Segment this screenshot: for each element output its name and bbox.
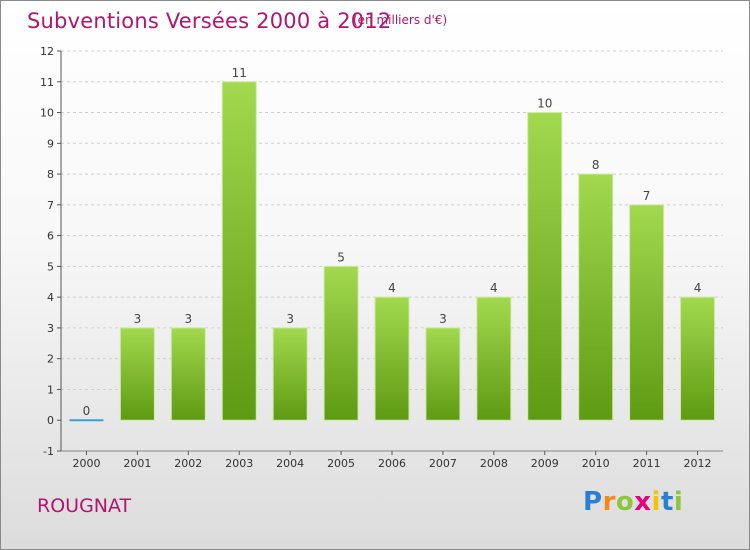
x-tick-label: 2003 [225,457,253,470]
bar [272,327,308,421]
y-tick-label: 4 [47,291,54,304]
chart-title: Subventions Versées 2000 à 2012 [27,9,392,33]
bar [221,81,257,421]
x-tick-label: 2007 [429,457,457,470]
data-label: 0 [83,404,91,418]
data-label: 5 [337,250,345,264]
y-tick-label: 5 [47,260,54,273]
bar [680,296,716,421]
y-tick-label: 1 [47,383,54,396]
logo-letter: o [615,487,635,517]
y-tick-label: 12 [40,45,54,58]
bar [527,112,563,421]
x-tick-label: 2006 [378,457,406,470]
logo-letter: i [673,487,684,517]
y-tick-label: 3 [47,322,54,335]
labels: -101234567891011120200032001320021120033… [40,45,712,470]
x-tick-label: 2001 [123,457,151,470]
location-name: ROUGNAT [37,495,132,517]
bar [374,296,410,421]
x-tick-label: 2009 [531,457,559,470]
y-tick-label: 10 [40,107,54,120]
logo-letter: x [634,487,652,517]
x-tick-label: 2012 [684,457,712,470]
y-tick-label: 2 [47,353,54,366]
data-label: 8 [592,158,600,172]
bars [69,81,716,422]
proxiti-logo[interactable]: Proxiti [583,487,683,517]
data-label: 11 [232,66,247,80]
y-tick-label: 9 [47,137,54,150]
data-label: 3 [184,312,192,326]
x-tick-label: 2011 [633,457,661,470]
x-tick-label: 2002 [174,457,202,470]
y-tick-label: 7 [47,199,54,212]
x-tick-label: 2000 [72,457,100,470]
data-label: 10 [537,97,552,111]
y-tick-label: 11 [40,76,54,89]
logo-letter: r [602,487,616,517]
x-tick-label: 2010 [582,457,610,470]
bar [578,173,614,421]
bar [170,327,206,421]
y-tick-label: -1 [43,445,54,458]
x-tick-label: 2005 [327,457,355,470]
data-label: 3 [439,312,447,326]
data-label: 7 [643,189,651,203]
chart-subtitle: (en milliers d'€) [353,13,448,27]
logo-letter: t [660,487,674,517]
bar [119,327,155,421]
bar [476,296,512,421]
bar [629,204,665,421]
bar [425,327,461,421]
logo-letter: P [583,487,603,517]
data-label: 4 [694,281,702,295]
y-tick-label: 6 [47,230,54,243]
axes [57,50,723,455]
data-label: 4 [388,281,396,295]
y-tick-label: 8 [47,168,54,181]
bar [323,265,359,421]
data-label: 3 [286,312,294,326]
logo-letter: i [651,487,661,517]
x-tick-label: 2008 [480,457,508,470]
y-tick-label: 0 [47,414,54,427]
data-label: 3 [134,312,142,326]
x-tick-label: 2004 [276,457,304,470]
data-label: 4 [490,281,498,295]
